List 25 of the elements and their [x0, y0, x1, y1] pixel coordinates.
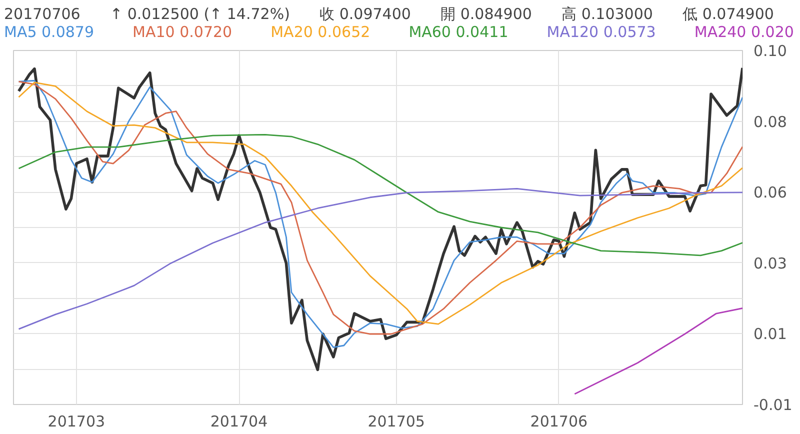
text: MA5 0.0879	[4, 22, 94, 43]
line-series	[18, 134, 742, 256]
y-tick-label: 0.10	[754, 42, 787, 60]
line-series	[574, 308, 742, 395]
x-tick-label: 201703	[48, 412, 106, 430]
text: 開 0.084900	[440, 4, 532, 25]
text: MA240 0.020	[694, 22, 794, 43]
chart-title: 20170706	[4, 4, 80, 25]
y-tick-label: 0.01	[754, 325, 787, 344]
x-tick-label: 201704	[210, 412, 268, 430]
chart-subtitle: ↑ 0.012500 (↑ 14.72%)	[110, 4, 290, 25]
x-tick-label: 201706	[530, 412, 588, 430]
text: MA20 0.0652	[270, 22, 370, 43]
text: MA60 0.0411	[408, 22, 508, 43]
text: 收 0.097400	[320, 4, 411, 25]
text: MA120 0.0573	[546, 22, 656, 43]
line-series	[18, 188, 742, 330]
text: MA10 0.0720	[132, 22, 232, 43]
x-tick-label: 201705	[368, 412, 425, 430]
y-tick-label: 0.08	[754, 112, 787, 131]
text: 高 0.103000	[562, 4, 653, 25]
y-tick-label: -0.01	[754, 396, 792, 414]
text: 低 0.074900	[682, 4, 774, 25]
y-tick-label: 0.06	[754, 184, 787, 202]
y-tick-label: 0.03	[754, 254, 787, 272]
